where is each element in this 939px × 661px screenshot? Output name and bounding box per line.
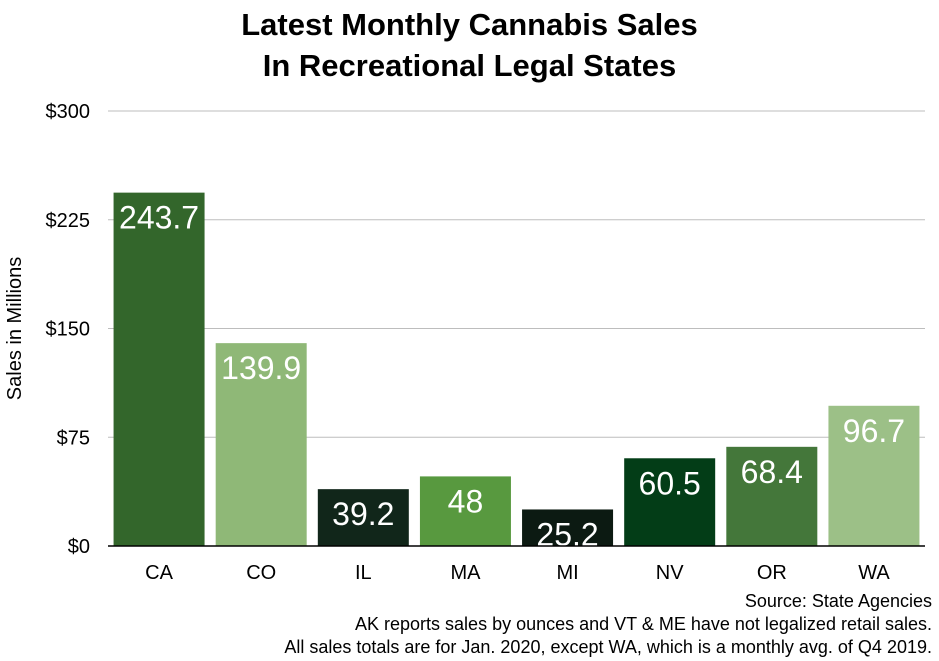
data-label: 243.7 xyxy=(119,200,199,236)
y-tick-label: $300 xyxy=(46,101,91,123)
x-tick-label: CO xyxy=(246,562,276,584)
bar-ca xyxy=(113,192,205,546)
x-tick-label: OR xyxy=(757,562,787,584)
x-tick-label: IL xyxy=(355,562,372,584)
data-label: 139.9 xyxy=(221,350,301,386)
bar-nv xyxy=(624,458,716,546)
chart-title-line-1: Latest Monthly Cannabis Sales xyxy=(241,7,698,42)
footnote-line-1: AK reports sales by ounces and VT & ME h… xyxy=(355,614,932,634)
bar-co xyxy=(215,343,307,546)
y-tick-label: $75 xyxy=(57,427,90,449)
data-label: 96.7 xyxy=(843,413,905,449)
y-tick-label: $0 xyxy=(68,536,90,558)
bar-wa xyxy=(828,405,920,546)
data-label: 25.2 xyxy=(536,516,598,552)
bar-ma xyxy=(419,476,511,546)
y-tick-label: $225 xyxy=(46,210,91,232)
bar-or xyxy=(726,446,818,546)
bar-mi xyxy=(522,509,614,546)
x-tick-label: WA xyxy=(858,562,890,584)
source-note: Source: State Agencies xyxy=(744,591,932,611)
x-tick-label: CA xyxy=(145,562,173,584)
x-tick-label: MA xyxy=(450,562,481,584)
chart-title-line-2: In Recreational Legal States xyxy=(262,48,677,83)
y-tick-label: $150 xyxy=(46,319,91,341)
y-axis-label: Sales in Millions xyxy=(4,257,26,400)
x-tick-label: NV xyxy=(656,562,684,584)
footnote-line-2: All sales totals are for Jan. 2020, exce… xyxy=(284,637,932,657)
data-label: 60.5 xyxy=(639,465,701,501)
bar-il xyxy=(317,489,409,546)
x-tick-label: MI xyxy=(556,562,578,584)
data-label: 68.4 xyxy=(741,454,803,490)
data-label: 48 xyxy=(448,483,484,519)
data-label: 39.2 xyxy=(332,496,394,532)
